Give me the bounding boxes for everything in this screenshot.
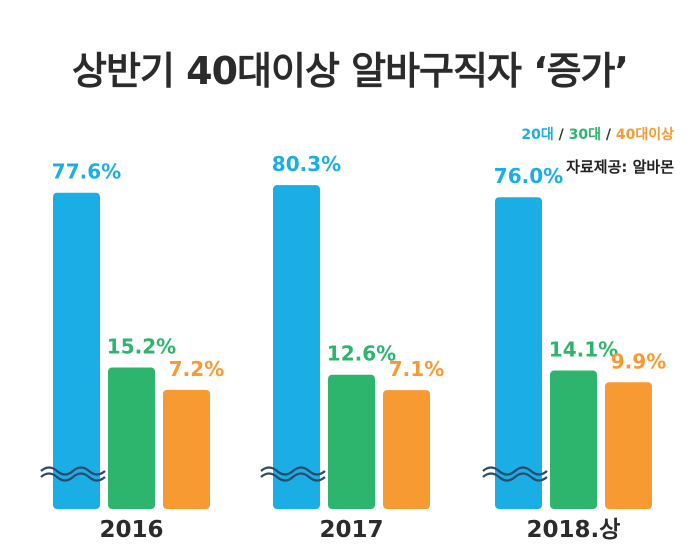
bar-2016-20대 [53, 192, 100, 509]
data-label: 80.3% [272, 152, 341, 176]
category-label: 2018.상 [527, 517, 621, 543]
data-label: 7.2% [169, 357, 224, 381]
source-credit: 자료제공: 알바몬 [566, 158, 674, 176]
axis-break-wave [482, 472, 548, 482]
axis-break-wave [260, 472, 326, 482]
data-label: 7.1% [389, 357, 444, 381]
category-label: 2017 [319, 517, 383, 543]
axis-break-wave [260, 466, 326, 476]
data-label: 76.0% [494, 164, 563, 188]
legend-item-20s: 20대 [521, 127, 554, 143]
legend-item-40s-plus: 40대이상 [615, 127, 674, 143]
legend-separator: / [601, 127, 616, 143]
chart-title: 상반기 40대이상 알바구직자 ‘증가’ [72, 49, 629, 93]
data-label: 9.9% [611, 349, 666, 373]
bar-2018.상-20대 [495, 197, 542, 509]
axis-break-wave [40, 466, 106, 476]
data-label: 77.6% [52, 160, 121, 184]
bar-2016-30대 [108, 367, 155, 509]
legend-separator: / [553, 127, 569, 143]
category-label: 2016 [99, 517, 163, 543]
data-label: 14.1% [549, 338, 618, 362]
legend: 20대 / 30대 / 40대이상 [521, 124, 674, 144]
bar-2017-40대이상 [383, 390, 430, 509]
legend-item-30s: 30대 [568, 127, 601, 143]
bar-2016-40대이상 [163, 389, 210, 509]
axis-break-wave [40, 472, 106, 482]
bar-2017-20대 [273, 185, 320, 509]
data-label: 15.2% [107, 334, 176, 358]
bar-2018.상-30대 [550, 370, 597, 509]
bar-2017-30대 [328, 374, 375, 509]
bar-2018.상-40대이상 [605, 382, 652, 509]
data-label: 12.6% [327, 342, 396, 366]
axis-break-wave [482, 466, 548, 476]
